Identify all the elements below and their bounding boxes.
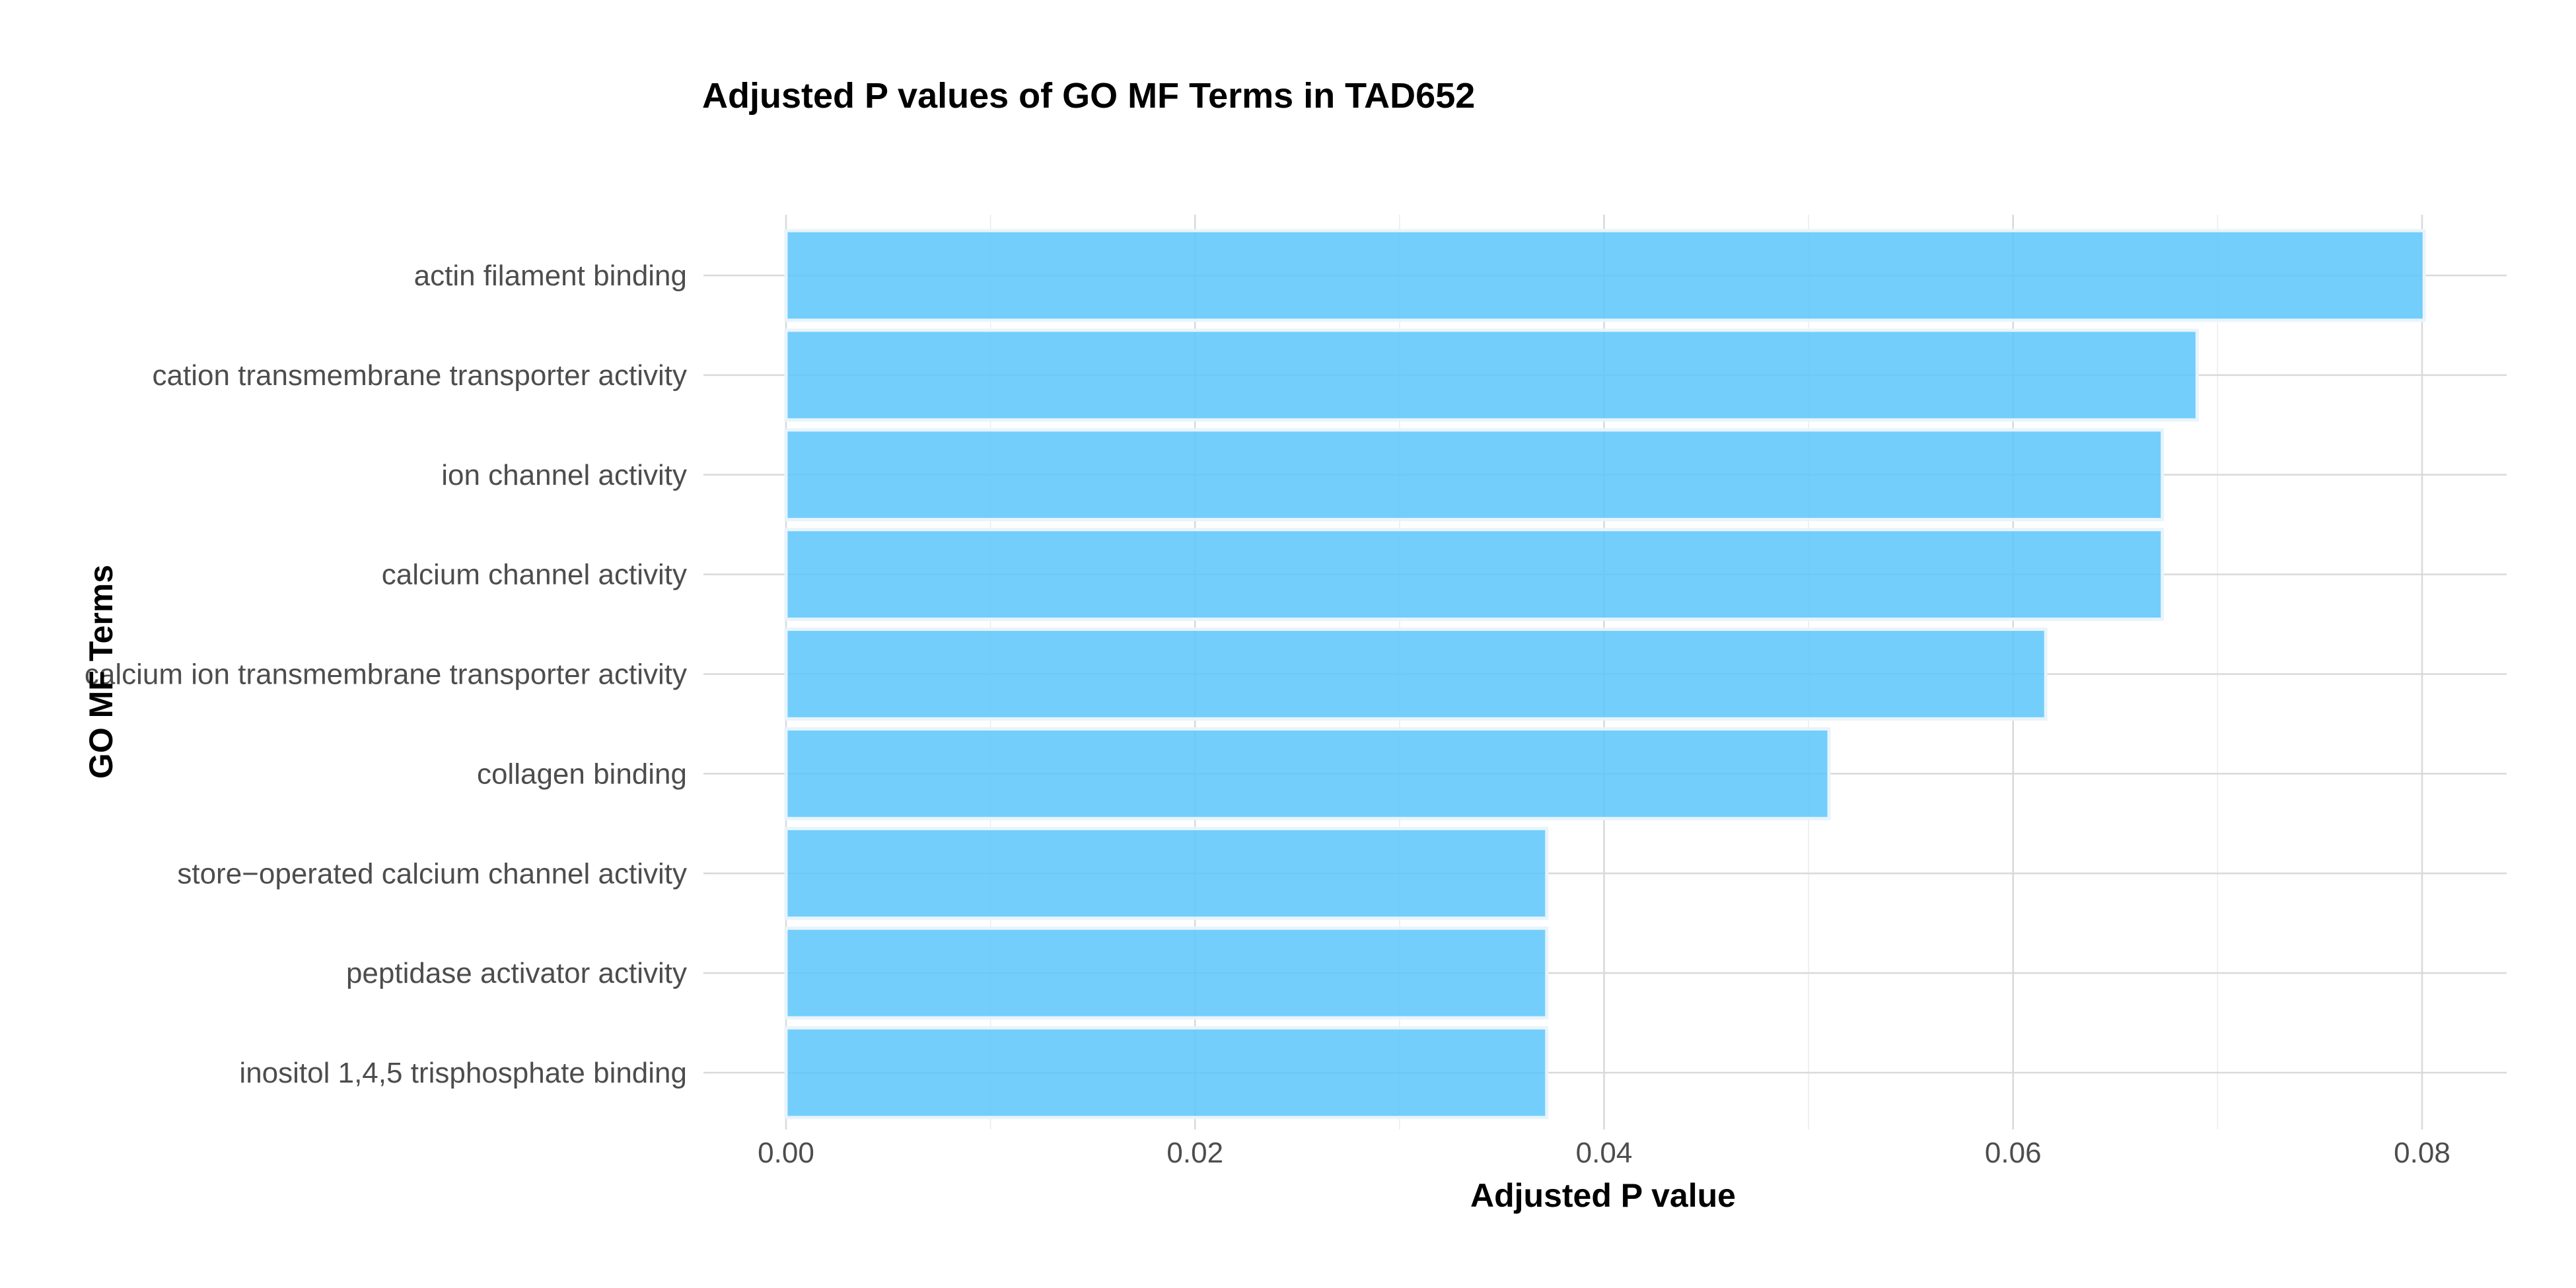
- y-tick-label: inositol 1,4,5 trisphosphate binding: [239, 1057, 687, 1089]
- x-tick-label: 0.06: [1985, 1137, 2042, 1169]
- bar: [784, 727, 1831, 820]
- bar: [784, 926, 1549, 1020]
- y-tick-label: collagen binding: [477, 758, 687, 790]
- bar: [784, 826, 1549, 920]
- bar: [784, 627, 2048, 721]
- x-tick-label: 0.04: [1576, 1137, 1633, 1169]
- y-axis-title: GO MF Terms: [83, 565, 120, 779]
- bars: [784, 229, 2426, 1120]
- y-tick-label: peptidase activator activity: [346, 957, 687, 989]
- y-tick-label: calcium ion transmembrane transporter ac…: [85, 659, 687, 691]
- y-tick-label: calcium channel activity: [382, 559, 687, 591]
- y-tick-label: ion channel activity: [441, 459, 687, 491]
- bar: [784, 1026, 1549, 1120]
- bar: [784, 428, 2165, 522]
- bar: [784, 528, 2165, 622]
- y-tick-label: store−operated calcium channel activity: [177, 857, 687, 890]
- x-tick-label: 0.02: [1166, 1137, 1223, 1169]
- x-tick-labels: 0.00 0.02 0.04 0.06 0.08: [758, 1137, 2451, 1169]
- x-axis-title: Adjusted P value: [1470, 1177, 1736, 1214]
- y-tick-label: actin filament binding: [414, 260, 687, 292]
- bar: [784, 229, 2426, 322]
- x-tick-label: 0.08: [2394, 1137, 2451, 1169]
- y-tick-labels: actin filament binding cation transmembra…: [85, 260, 687, 1089]
- chart-title: Adjusted P values of GO MF Terms in TAD6…: [702, 76, 1475, 116]
- x-tick-label: 0.00: [758, 1137, 814, 1169]
- bar: [784, 328, 2199, 422]
- y-tick-label: cation transmembrane transporter activit…: [153, 359, 687, 392]
